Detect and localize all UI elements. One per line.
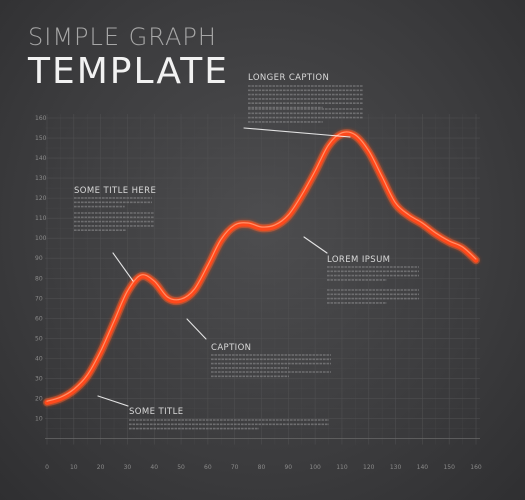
caption-title-some-title: SOME TITLE <box>129 407 184 417</box>
x-tick-label: 150 <box>443 464 455 471</box>
y-tick-label: 130 <box>35 175 47 182</box>
y-tick-label: 10 <box>35 415 43 422</box>
x-tick-label: 160 <box>470 464 482 471</box>
y-tick-label: 150 <box>35 135 47 142</box>
x-tick-label: 10 <box>70 464 78 471</box>
caption-title-caption: CAPTION <box>211 343 251 353</box>
axis-ticks: 10 20 30 40 50 60 70 80 90 100 110 120 130 140 150 160 0… <box>35 115 482 471</box>
y-tick-label: 140 <box>35 155 47 162</box>
x-tick-label: 40 <box>150 464 158 471</box>
caption-title-some-title-here: SOME TITLE HERE <box>74 186 156 196</box>
series-line-highlight <box>46 131 477 402</box>
chart-title-big: TEMPLATE <box>28 51 229 92</box>
y-tick-label: 110 <box>35 215 47 222</box>
y-tick-label: 120 <box>35 195 47 202</box>
y-tick-label: 50 <box>35 335 43 342</box>
x-tick-label: 50 <box>177 464 185 471</box>
caption-placeholder-text <box>74 85 419 430</box>
x-tick-label: 20 <box>97 464 105 471</box>
x-tick-label: 30 <box>124 464 132 471</box>
caption-pointer-line <box>97 395 129 407</box>
caption-pointer-line <box>112 252 134 282</box>
y-tick-label: 60 <box>35 315 43 322</box>
y-tick-label: 80 <box>35 275 43 282</box>
caption-pointer-line <box>243 127 351 138</box>
y-tick-label: 160 <box>35 115 47 122</box>
header: SIMPLE GRAPH TEMPLATE <box>28 24 229 92</box>
chart-title-small: SIMPLE GRAPH <box>28 23 217 51</box>
x-tick-label: 110 <box>336 464 348 471</box>
x-tick-label: 100 <box>309 464 321 471</box>
x-tick-label: 130 <box>390 464 402 471</box>
caption-pointer-line <box>303 236 328 254</box>
y-tick-label: 30 <box>35 375 43 382</box>
caption-pointer-line <box>186 318 207 340</box>
grid <box>45 114 480 445</box>
caption-pointers <box>97 127 351 407</box>
caption-title-lorem-ipsum: LOREM IPSUM <box>327 255 390 265</box>
y-tick-label: 40 <box>35 355 43 362</box>
caption-title-longer-caption: LONGER CAPTION <box>248 73 329 83</box>
x-tick-label: 80 <box>258 464 266 471</box>
x-tick-label: 60 <box>204 464 212 471</box>
y-tick-label: 90 <box>35 255 43 262</box>
y-tick-label: 100 <box>35 235 47 242</box>
y-tick-label: 70 <box>35 295 43 302</box>
x-tick-label: 120 <box>363 464 375 471</box>
x-tick-label: 140 <box>417 464 429 471</box>
y-tick-label: 20 <box>35 395 43 402</box>
x-tick-label: 0 <box>45 464 49 471</box>
x-tick-label: 90 <box>284 464 292 471</box>
x-tick-label: 70 <box>231 464 239 471</box>
